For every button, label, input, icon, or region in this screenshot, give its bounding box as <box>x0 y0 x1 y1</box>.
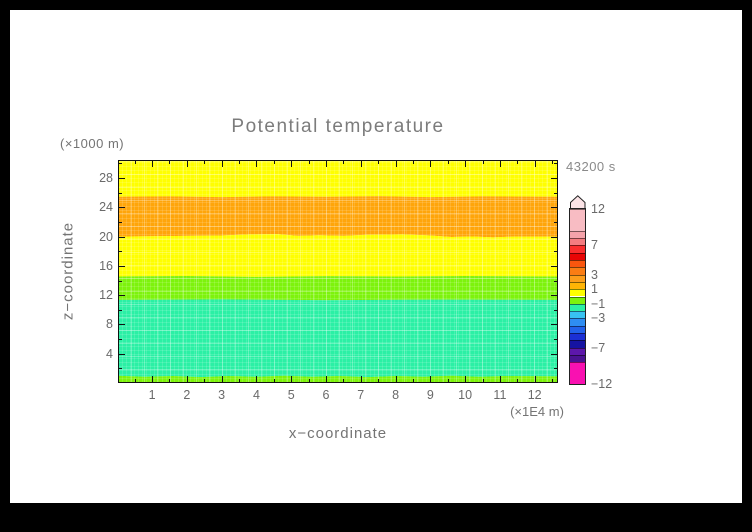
x-tick-label: 9 <box>426 388 434 402</box>
colorbar-segment <box>570 296 585 304</box>
x-tick-label: 4 <box>252 388 260 402</box>
x-tick-labels: 1 2 3 4 5 6 7 8 9 10 11 12 <box>118 388 558 402</box>
contour-band <box>118 299 558 378</box>
plot-title: Potential temperature <box>231 116 445 137</box>
colorbar-label: −1 <box>591 296 606 311</box>
colorbar-bar <box>569 208 586 385</box>
y-tick-label: 16 <box>99 258 113 273</box>
contour-band <box>118 276 558 301</box>
contour-band <box>118 196 558 238</box>
colorbar-segment <box>570 252 585 261</box>
y-tick-label: 8 <box>106 317 113 332</box>
contour-plot-area <box>118 160 558 383</box>
colorbar-segment <box>570 362 585 384</box>
plot-frame <box>118 160 558 383</box>
y-axis-label: z−coordinate <box>59 221 77 321</box>
colorbar-label: −7 <box>591 340 606 355</box>
y-tick-labels: 4 8 12 16 20 24 28 <box>79 160 113 383</box>
y-tick-label: 12 <box>99 288 113 303</box>
x-tick-label: 3 <box>218 388 226 402</box>
figure-paper: Potential temperature (×1000 m) 43200 s … <box>10 10 742 503</box>
colorbar-segment <box>570 260 585 268</box>
colorbar-label: −3 <box>591 311 606 326</box>
colorbar-segment <box>570 230 585 239</box>
x-tick-label: 6 <box>322 388 330 402</box>
contour-bands <box>118 160 558 383</box>
x-tick-label: 2 <box>183 388 191 402</box>
colorbar-segment <box>570 332 585 341</box>
colorbar-segment <box>570 281 585 290</box>
colorbar: 12 7 3 1 −1 −3 −7 −12 <box>569 195 645 391</box>
colorbar-label: 3 <box>591 267 598 282</box>
colorbar-label: 7 <box>591 238 598 253</box>
x-axis-units: (×1E4 m) <box>510 404 564 419</box>
colorbar-segment <box>570 289 585 297</box>
x-axis-label: x−coordinate <box>288 425 388 442</box>
x-tick-label: 8 <box>392 388 400 402</box>
axes-frame-and-ticks <box>118 160 558 383</box>
colorbar-segment <box>570 267 585 275</box>
y-tick-label: 4 <box>106 346 113 361</box>
x-tick-label: 7 <box>357 388 365 402</box>
colorbar-segment <box>570 325 585 333</box>
x-tick-label: 1 <box>148 388 156 402</box>
colorbar-overflow-arrow-icon <box>570 195 586 210</box>
colorbar-segment <box>570 340 585 348</box>
y-axis-units: (×1000 m) <box>60 136 125 151</box>
x-tick-label: 5 <box>287 388 295 402</box>
colorbar-label: −12 <box>591 377 613 391</box>
colorbar-label: 1 <box>591 282 598 297</box>
colorbar-segment <box>570 347 585 355</box>
x-tick-label: 10 <box>458 388 473 402</box>
colorbar-segment <box>570 318 585 326</box>
colorbar-segment <box>570 238 585 246</box>
colorbar-segment <box>570 274 585 282</box>
contour-band <box>118 160 558 198</box>
colorbar-segment <box>570 245 585 253</box>
x-tick-label: 11 <box>493 388 507 402</box>
colorbar-segment <box>570 209 585 231</box>
y-tick-label: 28 <box>99 171 113 186</box>
x-tick-label: 12 <box>527 388 542 402</box>
contour-band <box>118 234 558 277</box>
colorbar-label: 12 <box>591 202 605 216</box>
y-tick-label: 20 <box>99 229 113 244</box>
time-stamp: 43200 s <box>566 159 616 174</box>
colorbar-segment <box>570 311 585 319</box>
y-tick-label: 24 <box>99 200 113 215</box>
colorbar-segment <box>570 354 585 363</box>
colorbar-segment <box>570 303 585 312</box>
